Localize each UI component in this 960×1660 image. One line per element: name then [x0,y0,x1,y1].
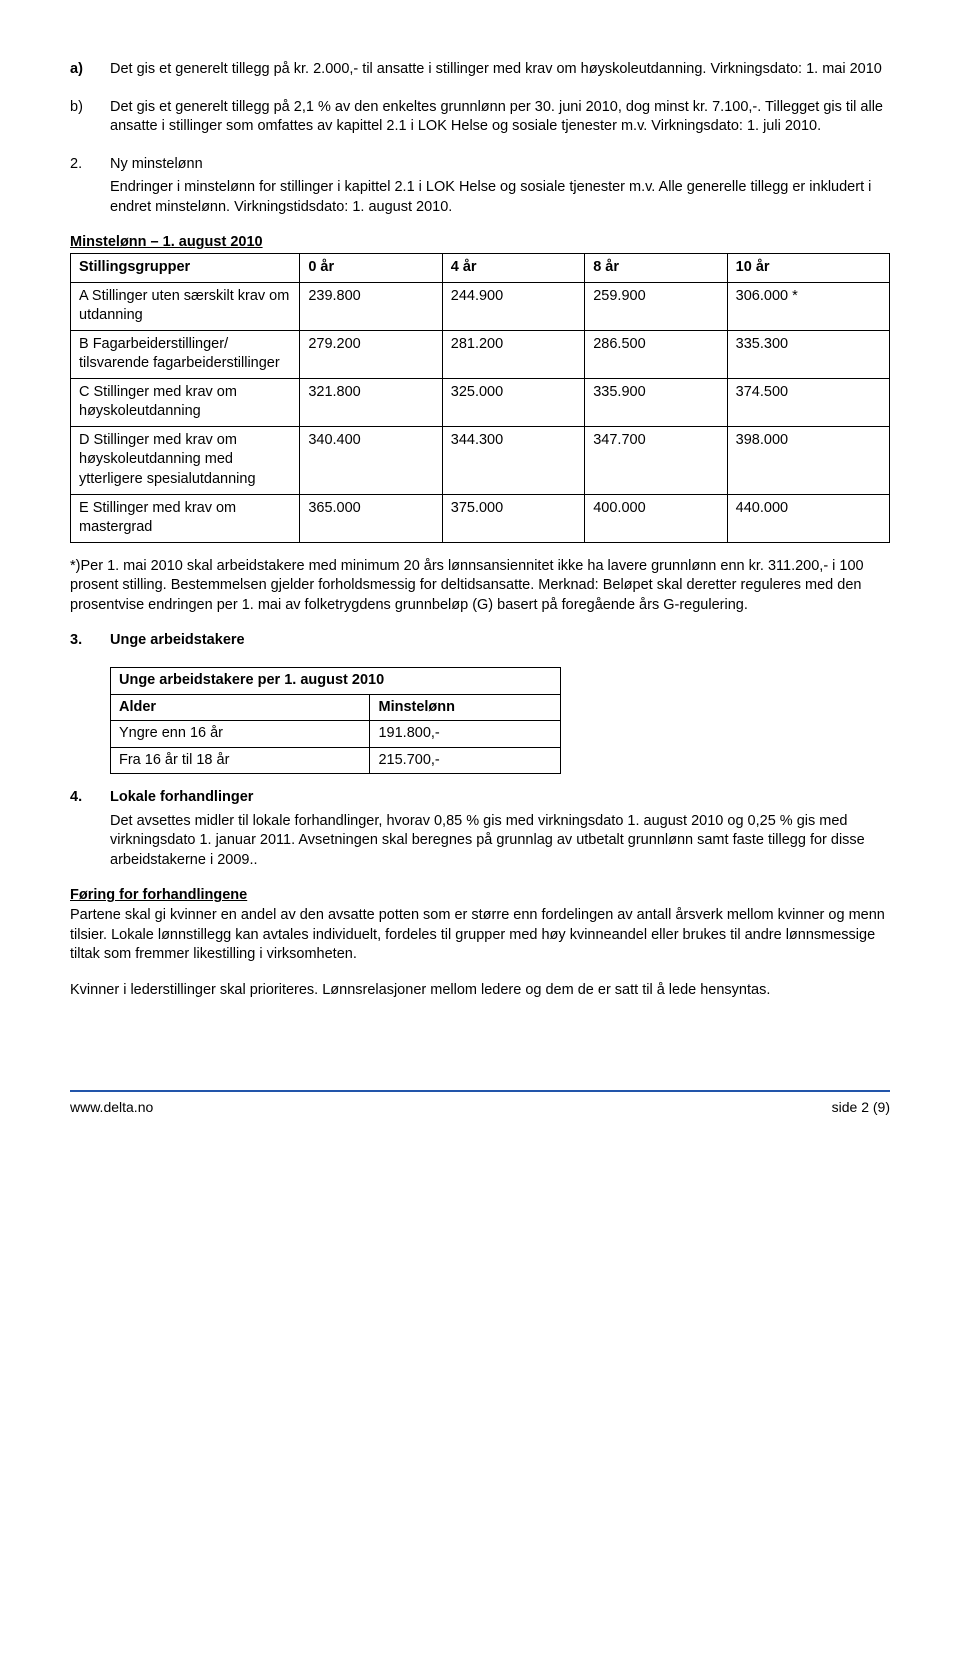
section-3-header: 3. Unge arbeidstakere [70,631,890,651]
row-b-c1: 281.200 [442,330,584,378]
table-row: Yngre enn 16 år 191.800,- [111,721,561,748]
section-4-body: Det avsettes midler til lokale forhandli… [110,812,890,871]
t2r0c1: 191.800,- [370,721,561,748]
section-3-num: 3. [70,631,110,651]
row-c-c1: 325.000 [442,378,584,426]
table1-header-row: Stillingsgrupper 0 år 4 år 8 år 10 år [71,253,890,282]
row-c-label: C Stillinger med krav om høyskoleutdanni… [71,378,300,426]
th-10ar: 10 år [727,253,889,282]
t2r1c1: 215.700,- [370,747,561,774]
row-e-label: E Stillinger med krav om mastergrad [71,494,300,542]
item-a-label: a) [70,60,110,80]
section-2-body: Endringer i minstelønn for stillinger i … [110,178,890,217]
section-2-header: 2. Ny minstelønn [70,155,890,175]
th-0ar: 0 år [300,253,442,282]
table-row: D Stillinger med krav om høyskoleutdanni… [71,426,890,494]
t2r1c0: Fra 16 år til 18 år [111,747,370,774]
row-c-c3: 374.500 [727,378,889,426]
table-row: Fra 16 år til 18 år 215.700,- [111,747,561,774]
unge-arbeidstakere-table: Unge arbeidstakere per 1. august 2010 Al… [110,667,561,774]
section-4-title: Lokale forhandlinger [110,788,890,808]
th-alder: Alder [111,694,370,721]
th-4ar: 4 år [442,253,584,282]
table2-caption-row: Unge arbeidstakere per 1. august 2010 [111,667,561,694]
row-a-c3: 306.000 * [727,282,889,330]
table2-header-row: Alder Minstelønn [111,694,561,721]
footer-url: www.delta.no [70,1098,153,1117]
table2-caption: Unge arbeidstakere per 1. august 2010 [111,667,561,694]
table-row: B Fagarbeiderstillinger/ tilsvarende fag… [71,330,890,378]
table-row: A Stillinger uten særskilt krav om utdan… [71,282,890,330]
row-e-c2: 400.000 [585,494,727,542]
th-8ar: 8 år [585,253,727,282]
th-stillingsgrupper: Stillingsgrupper [71,253,300,282]
row-d-c2: 347.700 [585,426,727,494]
foring-title: Føring for forhandlingene [70,886,890,906]
row-a-c1: 244.900 [442,282,584,330]
item-b-label: b) [70,98,110,137]
item-b: b) Det gis et generelt tillegg på 2,1 % … [70,98,890,137]
section-2-num: 2. [70,155,110,175]
minstelonn-table: Stillingsgrupper 0 år 4 år 8 år 10 år A … [70,253,890,543]
table-row: E Stillinger med krav om mastergrad 365.… [71,494,890,542]
row-c-c0: 321.800 [300,378,442,426]
section-3-title: Unge arbeidstakere [110,631,890,651]
row-c-c2: 335.900 [585,378,727,426]
section-4-num: 4. [70,788,110,808]
table1-note: *)Per 1. mai 2010 skal arbeidstakere med… [70,557,890,616]
row-d-c3: 398.000 [727,426,889,494]
row-d-c1: 344.300 [442,426,584,494]
section-2-title: Ny minstelønn [110,155,890,175]
foring-p1: Partene skal gi kvinner en andel av den … [70,906,890,965]
row-e-c0: 365.000 [300,494,442,542]
table-row: C Stillinger med krav om høyskoleutdanni… [71,378,890,426]
row-b-c3: 335.300 [727,330,889,378]
row-e-c1: 375.000 [442,494,584,542]
row-b-c0: 279.200 [300,330,442,378]
row-a-c0: 239.800 [300,282,442,330]
page-footer: www.delta.no side 2 (9) [70,1090,890,1117]
table1-caption: Minstelønn – 1. august 2010 [70,233,890,253]
th-minstelonn: Minstelønn [370,694,561,721]
row-a-label: A Stillinger uten særskilt krav om utdan… [71,282,300,330]
section-4-header: 4. Lokale forhandlinger [70,788,890,808]
item-a: a) Det gis et generelt tillegg på kr. 2.… [70,60,890,80]
row-d-label: D Stillinger med krav om høyskoleutdanni… [71,426,300,494]
row-e-c3: 440.000 [727,494,889,542]
row-b-c2: 286.500 [585,330,727,378]
foring-p2: Kvinner i lederstillinger skal prioriter… [70,981,890,1001]
item-b-text: Det gis et generelt tillegg på 2,1 % av … [110,98,890,137]
footer-page: side 2 (9) [832,1098,890,1117]
row-b-label: B Fagarbeiderstillinger/ tilsvarende fag… [71,330,300,378]
t2r0c0: Yngre enn 16 år [111,721,370,748]
row-d-c0: 340.400 [300,426,442,494]
item-a-text: Det gis et generelt tillegg på kr. 2.000… [110,60,890,80]
row-a-c2: 259.900 [585,282,727,330]
